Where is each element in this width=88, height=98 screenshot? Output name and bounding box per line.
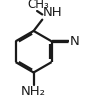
Text: NH: NH: [43, 6, 62, 19]
Text: CH₃: CH₃: [27, 0, 49, 11]
Text: N: N: [69, 35, 79, 48]
Text: NH₂: NH₂: [21, 85, 46, 98]
